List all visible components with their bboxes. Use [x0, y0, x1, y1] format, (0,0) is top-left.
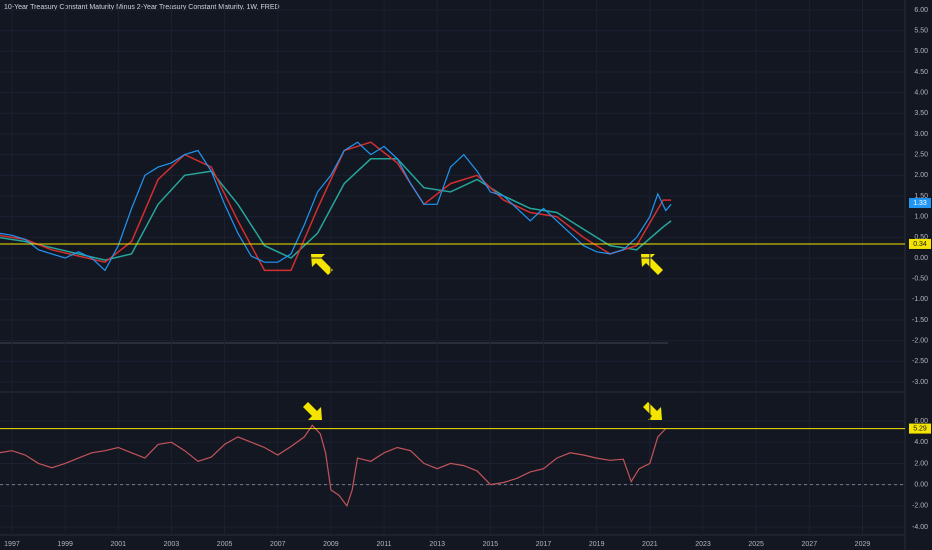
x-tick-label: 2007 [270, 541, 286, 548]
y-tick-label: 2.50 [914, 151, 928, 158]
x-tick-label: 2021 [642, 541, 658, 548]
x-tick-label: 2023 [695, 541, 711, 548]
y-tick-label: 4.00 [914, 89, 928, 96]
x-tick-label: 2009 [323, 541, 339, 548]
x-tick-label: 1997 [4, 541, 20, 548]
x-tick-label: 2005 [217, 541, 233, 548]
x-tick-label: 2017 [536, 541, 552, 548]
y-tick-label: -1.00 [912, 296, 928, 303]
y-tick-label: -2.00 [912, 338, 928, 345]
chart-title: 10-Year Treasury Constant Maturity Minus… [4, 4, 280, 11]
y-tick-label: 0.50 [914, 234, 928, 241]
y-tick-label: -2.50 [912, 358, 928, 365]
x-tick-label: 2019 [589, 541, 605, 548]
arrow [303, 402, 322, 420]
x-tick-label: 2029 [855, 541, 871, 548]
x-tick-label: 2011 [377, 541, 392, 548]
y-tick-label: -3.00 [912, 379, 928, 386]
last-price-label: 1.33 [913, 200, 927, 207]
y-tick-label: 0.00 [914, 481, 928, 488]
series-line [0, 158, 672, 261]
y-tick-label: 2.00 [914, 460, 928, 467]
price-label-bg [909, 423, 931, 434]
y-tick-label: 6.00 [914, 7, 928, 14]
y-tick-label: -2.00 [912, 503, 928, 510]
series-line [0, 141, 672, 272]
y-tick-label: 5.50 [914, 27, 928, 34]
y-tick-label: 2.00 [914, 172, 928, 179]
y-tick-label: 4.50 [914, 69, 928, 76]
annotation-arrows [303, 254, 663, 420]
y-tick-label: -1.50 [912, 317, 928, 324]
price-label: 5.29 [913, 425, 927, 432]
x-tick-label: 2003 [164, 541, 180, 548]
x-tick-label: 1999 [57, 541, 73, 548]
x-tick-label: 2001 [110, 541, 126, 548]
arrow [643, 402, 662, 420]
y-tick-label: 3.00 [914, 131, 928, 138]
y-tick-label: 0.00 [914, 255, 928, 262]
series-line [0, 424, 667, 508]
x-tick-label: 2015 [483, 541, 499, 548]
y-tick-label: 5.00 [914, 48, 928, 55]
y-tick-label: 4.00 [914, 439, 928, 446]
x-tick-label: 2027 [802, 541, 818, 548]
last-price-bg [909, 198, 931, 209]
y-tick-label: -0.50 [912, 276, 928, 283]
y-tick-label: 3.50 [914, 110, 928, 117]
y-tick-label: 6.00 [914, 418, 928, 425]
price-label-bg [909, 238, 931, 249]
x-tick-label: 2013 [429, 541, 445, 548]
y-tick-label: 1.00 [914, 214, 928, 221]
y-tick-label: -4.00 [912, 524, 928, 531]
price-label: 0.34 [913, 241, 927, 248]
x-tick-label: 2025 [748, 541, 764, 548]
arrow [311, 254, 333, 275]
y-tick-label: 1.50 [914, 193, 928, 200]
arrow [641, 254, 663, 275]
